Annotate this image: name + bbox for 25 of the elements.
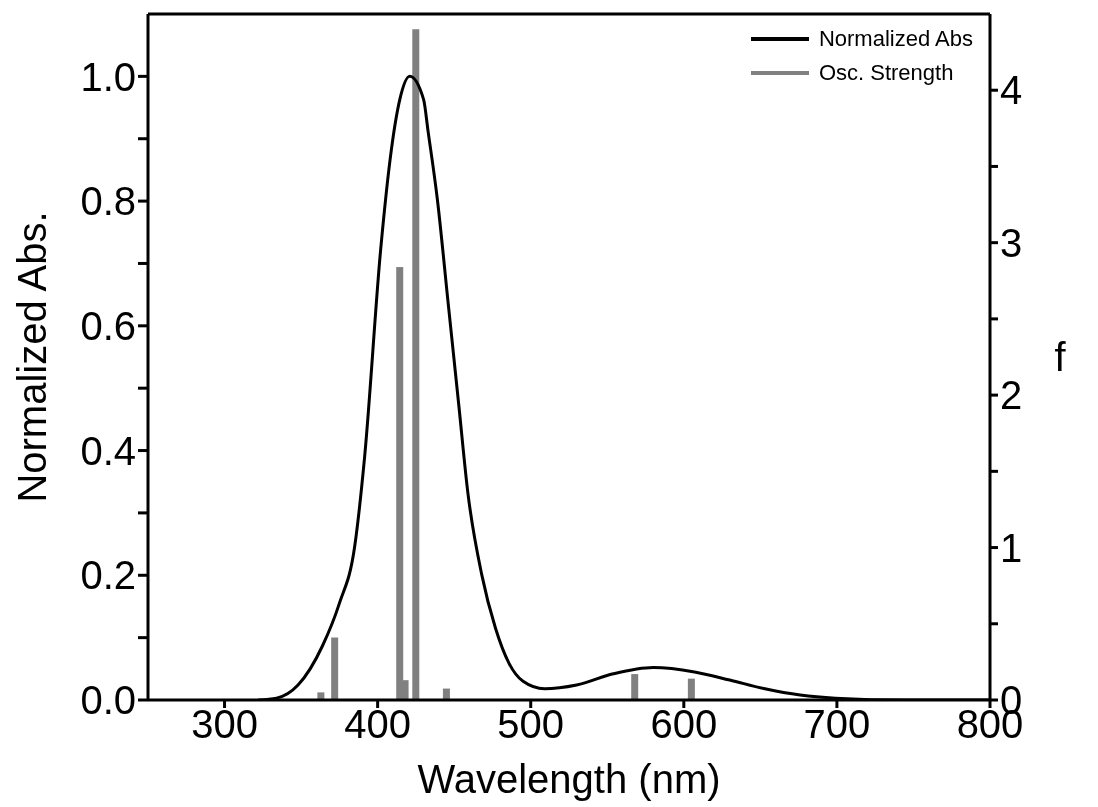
- y-tick-label: 0.6: [80, 304, 136, 349]
- x-axis-title: Wavelength (nm): [417, 757, 721, 801]
- x-tick-label: 700: [803, 702, 871, 747]
- y-tick-label: 0.0: [80, 678, 136, 723]
- legend-label: Normalized Abs: [818, 26, 973, 52]
- bar: [317, 692, 325, 700]
- y2-tick-label: 2: [1000, 373, 1023, 418]
- x-tick-label: 400: [344, 702, 412, 747]
- x-tick-label: 600: [650, 702, 718, 747]
- bar: [631, 674, 639, 700]
- y-tick-label: 0.2: [80, 553, 136, 598]
- y-tick-label: 1.0: [80, 54, 136, 99]
- bar: [412, 29, 420, 700]
- y-axis-title: Normalized Abs.: [10, 211, 54, 503]
- legend-label: Osc. Strength: [818, 60, 954, 86]
- y2-axis-title: f: [1054, 335, 1067, 379]
- x-tick-label: 300: [191, 702, 258, 747]
- y-tick-label: 0.4: [80, 428, 136, 473]
- bar: [687, 678, 695, 700]
- y2-tick-label: 4: [1000, 68, 1023, 113]
- y2-tick-label: 1: [1000, 525, 1023, 570]
- y-tick-label: 0.8: [80, 179, 136, 224]
- x-tick-label: 500: [497, 702, 565, 747]
- y2-tick-label: 3: [1000, 220, 1023, 265]
- bar: [331, 637, 339, 700]
